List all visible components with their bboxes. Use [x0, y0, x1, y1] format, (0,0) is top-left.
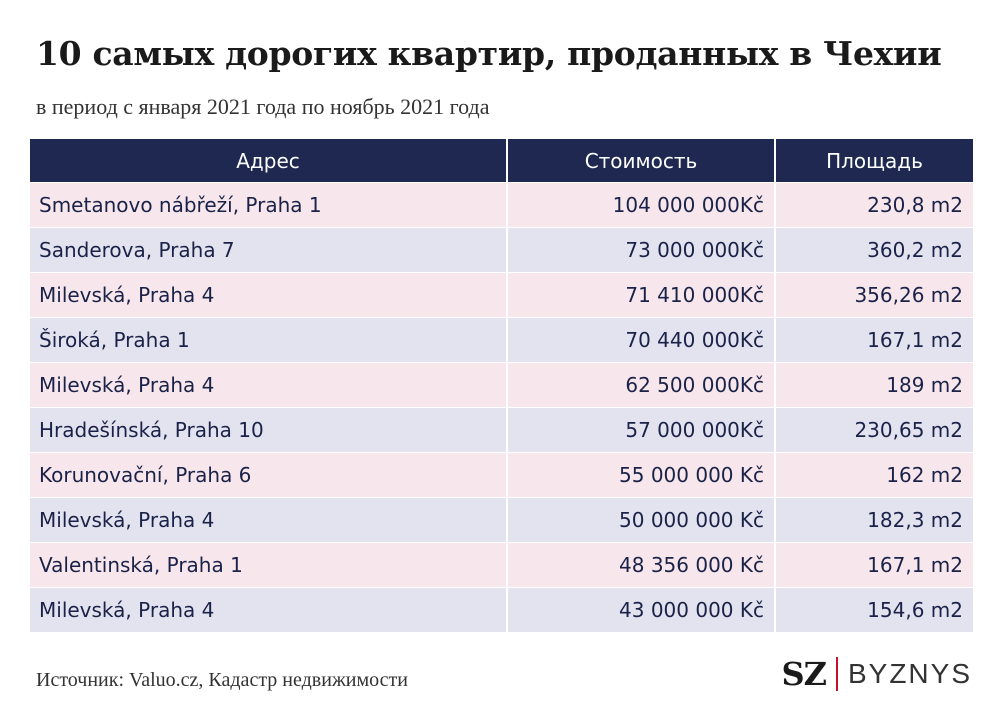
address-cell: Milevská, Praha 4	[30, 497, 508, 542]
area-cell: 154,6 m2	[776, 587, 973, 632]
address-cell: Hradešínská, Praha 10	[30, 407, 508, 452]
chart-subtitle: в период с января 2021 года по ноябрь 20…	[36, 94, 490, 119]
area-cell: 360,2 m2	[776, 227, 973, 272]
source-note: Источник: Valuo.cz, Кадастр недвижимости	[36, 669, 408, 691]
table-row: Milevská, Praha 4 71 410 000Kč 356,26 m2	[30, 272, 973, 317]
table-row: Hradešínská, Praha 10 57 000 000Kč 230,65 …	[30, 407, 973, 452]
address-cell: Široká, Praha 1	[30, 317, 508, 362]
area-cell: 167,1 m2	[776, 317, 973, 362]
area-cell: 356,26 m2	[776, 272, 973, 317]
area-cell: 230,65 m2	[776, 407, 973, 452]
address-cell: Milevská, Praha 4	[30, 272, 508, 317]
area-cell: 182,3 m2	[776, 497, 973, 542]
table-row: Široká, Praha 1 70 440 000Kč 167,1 m2	[30, 317, 973, 362]
price-cell: 50 000 000 Kč	[508, 497, 776, 542]
table-row: Milevská, Praha 4 43 000 000 Kč 154,6 m2	[30, 587, 973, 632]
address-cell: Smetanovo nábřeží, Praha 1	[30, 182, 508, 227]
column-header-address: Адрес	[30, 139, 508, 182]
area-cell: 189 m2	[776, 362, 973, 407]
chart-title: 10 самых дорогих квартир, проданных в Че…	[36, 34, 942, 73]
price-cell: 71 410 000Kč	[508, 272, 776, 317]
column-header-price: Стоимость	[508, 139, 776, 182]
price-cell: 48 356 000 Kč	[508, 542, 776, 587]
area-cell: 167,1 m2	[776, 542, 973, 587]
logo-byznys-text: BYZNYS	[847, 658, 972, 689]
table-row: Milevská, Praha 4 62 500 000Kč 189 m2	[30, 362, 973, 407]
logo-sz-text: SZ	[781, 655, 827, 693]
area-cell: 230,8 m2	[776, 182, 973, 227]
table-row: Milevská, Praha 4 50 000 000 Kč 182,3 m2	[30, 497, 973, 542]
price-cell: 43 000 000 Kč	[508, 587, 776, 632]
price-cell: 73 000 000Kč	[508, 227, 776, 272]
table-header-row: Адрес Стоимость Площадь	[30, 139, 973, 182]
address-cell: Valentinská, Praha 1	[30, 542, 508, 587]
logo-separator	[835, 657, 838, 691]
table-row: Valentinská, Praha 1 48 356 000 Kč 167,1 m…	[30, 542, 973, 587]
area-cell: 162 m2	[776, 452, 973, 497]
price-cell: 104 000 000Kč	[508, 182, 776, 227]
table-row: Korunovační, Praha 6 55 000 000 Kč 162 m2	[30, 452, 973, 497]
price-cell: 57 000 000Kč	[508, 407, 776, 452]
price-cell: 55 000 000 Kč	[508, 452, 776, 497]
address-cell: Sanderova, Praha 7	[30, 227, 508, 272]
column-header-area: Площадь	[776, 139, 973, 182]
table-row: Sanderova, Praha 7 73 000 000Kč 360,2 m2	[30, 227, 973, 272]
price-cell: 70 440 000Kč	[508, 317, 776, 362]
table-row: Smetanovo nábřeží, Praha 1 104 000 000Kč 2…	[30, 182, 973, 227]
price-cell: 62 500 000Kč	[508, 362, 776, 407]
address-cell: Korunovační, Praha 6	[30, 452, 508, 497]
table-body: Smetanovo nábřeží, Praha 1 104 000 000Kč 2…	[30, 182, 973, 632]
address-cell: Milevská, Praha 4	[30, 587, 508, 632]
address-cell: Milevská, Praha 4	[30, 362, 508, 407]
sz-byznys-logo: SZ BYZNYS	[782, 655, 973, 693]
apartments-table: Адрес Стоимость Площадь Smetanovo nábřež…	[30, 139, 973, 632]
